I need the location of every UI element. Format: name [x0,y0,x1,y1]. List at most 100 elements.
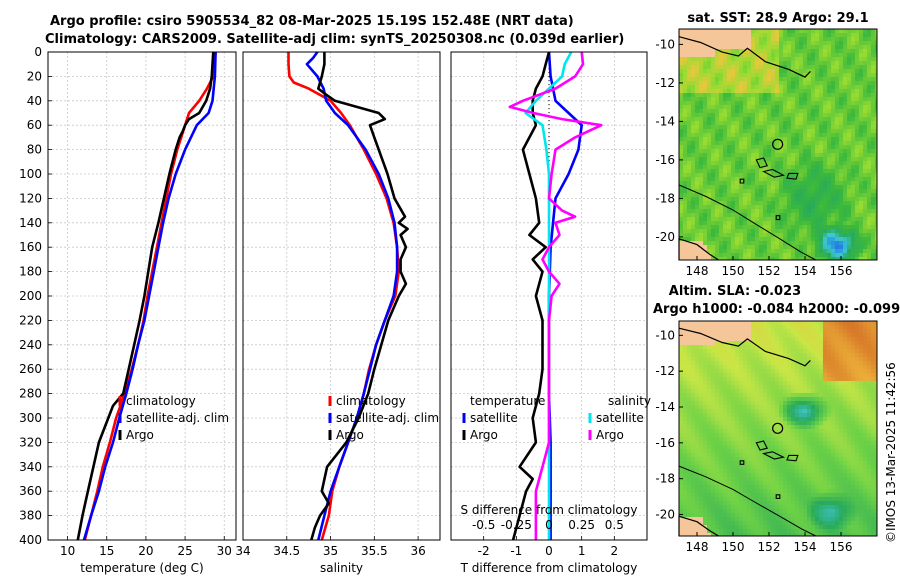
sla_map-cell [771,509,776,514]
sst_map-cell [727,169,732,174]
sla_map-cell [811,525,816,530]
sla_map-cell [755,465,760,470]
sst_map-cell [691,149,696,154]
sst_map-cell [747,193,752,198]
sst_map-cell [695,193,700,198]
sst_map-cell [787,177,792,182]
sst_map-cell [811,193,816,198]
sla_map-cell [731,401,736,406]
sst_map-cell [743,241,748,246]
sla_map-cell [695,345,700,350]
sst_map-cell [787,49,792,54]
sst_map-cell [719,233,724,238]
sst_map-cell [811,57,816,62]
sla_map-cell [807,465,812,470]
sst_map-cell [711,113,716,118]
sst_map-cell [807,53,812,58]
sla_map-cell [767,337,772,342]
sst_map-cell [723,137,728,142]
sst_map-cell [847,229,852,234]
sst_map-cell [815,241,820,246]
sst_map-cell [863,145,868,150]
sst_map-cell [771,193,776,198]
sst_map-cell [755,153,760,158]
sla_map-cell [679,533,684,537]
sst_map-cell [795,113,800,118]
sla_map-cell [747,437,752,442]
sst_map-cell [731,229,736,234]
sst_map-cell [707,109,712,114]
sst_map-cell [731,117,736,122]
sst_map-cell [723,89,728,94]
sst_map-cell [875,165,878,170]
sst_map-cell [699,29,704,34]
sst_map-cell [795,241,800,246]
sst_map-cell [819,205,824,210]
sst_map-cell [719,173,724,178]
sst_map-cell [811,73,816,78]
sst_map-cell [775,245,780,250]
sla_map-cell [763,437,768,442]
sla_map-cell [747,369,752,374]
sst_map-cell [783,157,788,162]
sst_map-cell [767,189,772,194]
sst_map-cell [867,177,872,182]
sst_map-cell [835,97,840,102]
sla_map-cell [771,513,776,518]
sst_map-cell [783,121,788,126]
sst_map-cell [691,233,696,238]
sla_map-cell [747,413,752,418]
sst_map-cell [751,45,756,50]
sst_map-cell [767,113,772,118]
sst_map-cell [731,221,736,226]
sla_map-cell [703,385,708,390]
sst_map-cell [707,61,712,66]
sla_map-cell [807,405,812,410]
sst_map-cell [751,81,756,86]
sst_map-cell [803,161,808,166]
sst_map-cell [703,197,708,202]
sst_map-cell [779,85,784,90]
depth-tick-label: 180 [19,265,42,279]
sst_map-cell [783,129,788,134]
sst_map-cell [827,229,832,234]
sst_map-cell [871,81,876,86]
sst_map-cell [731,225,736,230]
sst_map-cell [743,141,748,146]
sla_map-cell [771,525,776,530]
sst_map-cell [831,257,836,261]
sst_map-cell [687,73,692,78]
sla_map-cell [771,361,776,366]
sst_map-cell [799,125,804,130]
sla_map-cell [695,373,700,378]
sla_map-cell [727,489,732,494]
sst_map-cell [867,37,872,42]
sla_map-cell [735,377,740,382]
sst_map-cell [859,217,864,222]
sst_map-cell [747,253,752,258]
sla_map-cell [683,497,688,502]
sst_map-cell [687,257,692,261]
sla_map-cell [747,377,752,382]
sst_map-cell [863,209,868,214]
sla_map-cell [811,373,816,378]
sla_map-cell [703,381,708,386]
sst_map-cell [727,209,732,214]
sla_map-cell [775,425,780,430]
sst_map-cell [823,89,828,94]
sla_map-cell [743,417,748,422]
sst_map-cell [715,37,720,42]
sst_map-cell [863,73,868,78]
sst_map-reef-contour [678,184,817,261]
sst_map-cell [859,69,864,74]
sla_map-cell [759,521,764,526]
sla_map-cell [767,425,772,430]
sla_map-cell [771,397,776,402]
sst_map-cell [799,77,804,82]
sst_map-cell [695,229,700,234]
sst_map-cell [867,165,872,170]
sst_map-cell [703,69,708,74]
sst_map-cell [751,217,756,222]
sst_map-cell [867,161,872,166]
sla_map-cell [719,485,724,490]
